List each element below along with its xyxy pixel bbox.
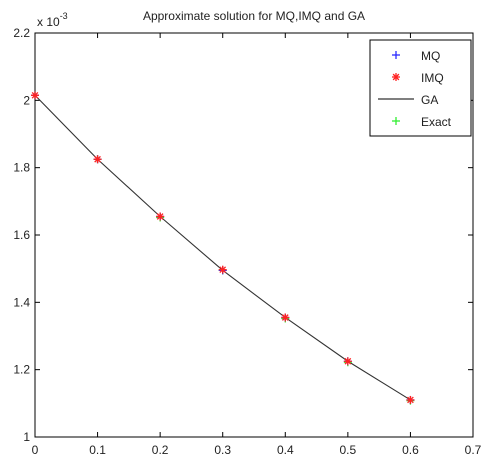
data-point-imq	[156, 212, 165, 221]
y-exponent-power: -3	[60, 11, 68, 21]
legend-swatch-exact	[392, 117, 400, 125]
legend-box	[369, 39, 472, 137]
legend-label-imq: IMQ	[421, 71, 444, 85]
legend: MQ IMQ GA Exact	[369, 39, 472, 137]
data-point-imq	[343, 357, 352, 366]
marker-stroke	[31, 91, 39, 99]
y-tick-label: 1.2	[13, 363, 30, 377]
legend-label-ga: GA	[421, 93, 438, 107]
data-point-imq	[93, 155, 102, 164]
x-tick-label: 0.3	[214, 443, 231, 457]
data-point-imq	[31, 91, 39, 100]
marker-stroke	[94, 155, 101, 163]
x-tick-label: 0.5	[340, 443, 357, 457]
x-tick-label: 0.4	[277, 443, 294, 457]
marker-stroke	[407, 396, 414, 404]
x-tick-label: 0.2	[152, 443, 169, 457]
series-layer	[31, 91, 415, 405]
y-tick-label: 2.2	[13, 26, 30, 40]
chart-title: Approximate solution for MQ,IMQ and GA	[143, 9, 365, 23]
data-point-imq	[406, 395, 415, 404]
legend-label-mq: MQ	[421, 49, 440, 63]
y-tick-label: 1.6	[13, 228, 30, 242]
y-tick-label: 1.8	[13, 161, 30, 175]
y-tick-label: 2	[23, 93, 30, 107]
marker-stroke	[219, 266, 227, 274]
marker-stroke	[156, 213, 164, 220]
marker-stroke	[281, 314, 289, 321]
data-point-imq	[281, 313, 290, 322]
marker-stroke	[344, 357, 352, 365]
data-point-imq	[218, 265, 227, 274]
y-tick-label: 1.4	[13, 295, 30, 309]
y-exponent-label: x 10-3	[37, 11, 68, 29]
legend-swatch-mq	[392, 51, 400, 59]
x-tick-label: 0.7	[465, 443, 482, 457]
x-tick-label: 0.6	[402, 443, 419, 457]
y-tick-label: 1	[23, 430, 30, 444]
y-exponent-base: x 10	[37, 15, 60, 29]
marker-stroke	[392, 73, 400, 81]
legend-label-exact: Exact	[421, 115, 452, 129]
legend-swatch-imq	[392, 73, 400, 81]
x-tick-label: 0.1	[89, 443, 106, 457]
axes: 0 0.1 0.2 0.3 0.4 0.5 0.6 0.7 1 1.2 1.4 1.6 1.8 2 2.2	[13, 26, 481, 457]
x-tick-label: 0	[32, 443, 39, 457]
